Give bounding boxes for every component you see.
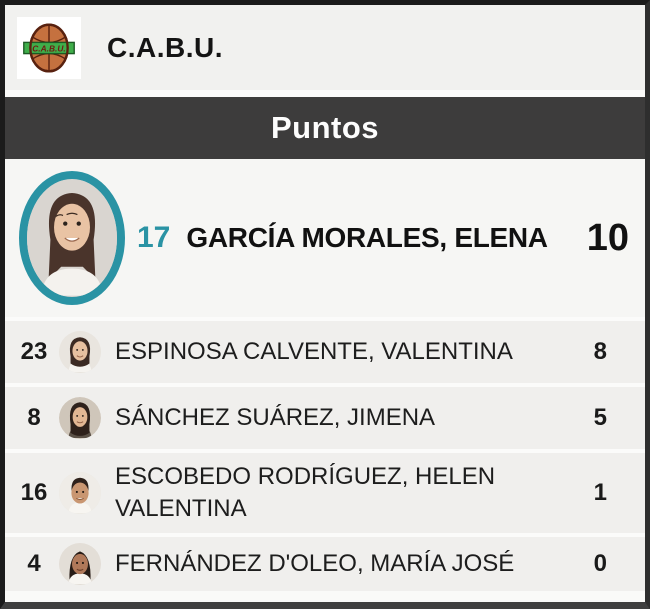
section-title-bar: Puntos bbox=[5, 97, 645, 159]
row-divider bbox=[5, 383, 645, 387]
featured-player-photo bbox=[19, 171, 125, 305]
player-number: 4 bbox=[27, 550, 41, 577]
featured-player-row[interactable]: 17 GARCÍA MORALES, ELENA 10 bbox=[5, 159, 645, 317]
player-row[interactable]: 16 ESCOBEDO RODRÍGUEZ, HELEN VALENTINA 1 bbox=[5, 453, 645, 533]
club-crest-icon: C.A.B.U. bbox=[17, 16, 81, 79]
app-header: C.A.B.U. C.A.B.U. bbox=[5, 5, 645, 90]
player-row[interactable]: 4 FERNÁNDEZ D'OLEO, MARÍA JOSÉ 0 bbox=[5, 537, 645, 591]
featured-player-name: GARCÍA MORALES, ELENA bbox=[186, 222, 548, 253]
player-name: SÁNCHEZ SUÁREZ, JIMENA bbox=[115, 403, 436, 431]
player-photo bbox=[59, 543, 101, 585]
featured-player-points: 10 bbox=[586, 216, 629, 259]
player-name: ESCOBEDO RODRÍGUEZ, HELEN VALENTINA bbox=[115, 462, 496, 522]
player-photo bbox=[59, 331, 101, 373]
player-name: ESPINOSA CALVENTE, VALENTINA bbox=[115, 337, 513, 365]
featured-player-number: 17 bbox=[137, 221, 171, 254]
section-title: Puntos bbox=[270, 110, 380, 145]
player-name: FERNÁNDEZ D'OLEO, MARÍA JOSÉ bbox=[115, 549, 515, 577]
player-points: 1 bbox=[593, 479, 607, 506]
row-divider bbox=[5, 449, 645, 453]
player-row[interactable]: 23 ESPINOSA CALVENTE, VALENTINA 8 bbox=[5, 321, 645, 383]
bottom-spacer bbox=[5, 591, 645, 602]
row-divider bbox=[5, 533, 645, 537]
row-divider bbox=[5, 317, 645, 321]
player-number: 23 bbox=[20, 338, 48, 365]
player-number: 16 bbox=[20, 479, 48, 506]
player-row[interactable]: 8 SÁNCHEZ SUÁREZ, JIMENA 5 bbox=[5, 387, 645, 449]
player-points: 0 bbox=[593, 550, 607, 577]
club-name: C.A.B.U. bbox=[107, 31, 223, 63]
player-photo bbox=[59, 472, 101, 514]
player-points: 8 bbox=[593, 338, 607, 365]
crest-text: C.A.B.U. bbox=[32, 43, 66, 53]
player-photo bbox=[59, 397, 101, 439]
header-separator bbox=[5, 90, 645, 97]
player-points: 5 bbox=[593, 404, 607, 431]
player-number: 8 bbox=[27, 404, 41, 431]
